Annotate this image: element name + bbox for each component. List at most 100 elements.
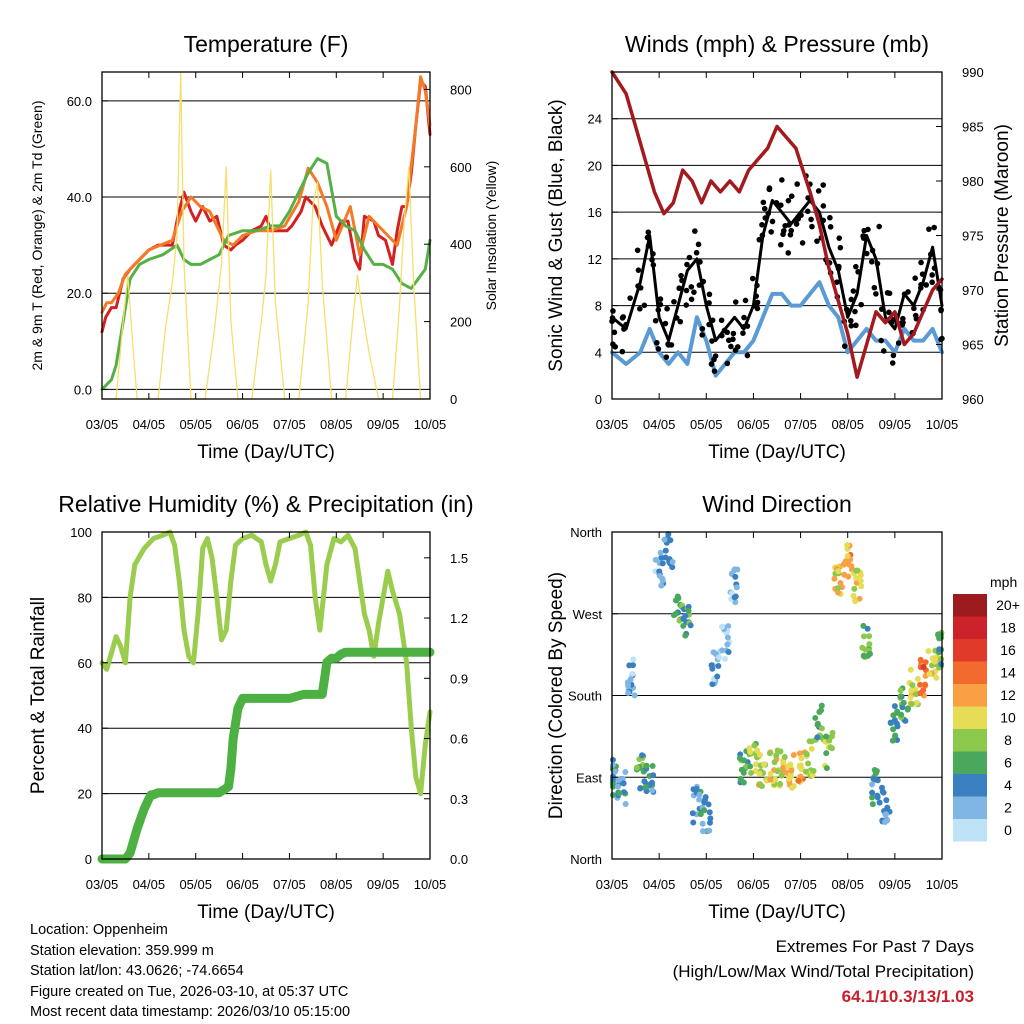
scatter-point	[767, 770, 774, 777]
scatter-point	[639, 752, 646, 759]
scatter-point	[738, 766, 745, 773]
y2-tick-label: 975	[962, 229, 984, 244]
gust-point	[793, 221, 800, 227]
scatter-point	[788, 773, 795, 780]
y-tick-label: 8	[595, 299, 602, 314]
gust-point	[744, 352, 751, 359]
scatter-point	[777, 780, 784, 787]
legend-label: 6	[1004, 755, 1012, 771]
gust-point	[929, 272, 935, 278]
scatter-point	[908, 700, 915, 707]
gust-point	[837, 244, 844, 251]
gust-point	[762, 215, 769, 221]
gust-point	[665, 341, 671, 347]
gust-point	[641, 302, 648, 309]
legend-title: mph	[990, 574, 1017, 590]
gust-point	[900, 315, 906, 322]
x-tick-label: 06/05	[226, 877, 259, 892]
gust-point	[878, 337, 885, 344]
scatter-point	[864, 625, 871, 632]
scatter-point	[751, 742, 758, 749]
legend-swatch	[953, 729, 987, 752]
legend-swatch	[953, 616, 987, 639]
scatter-point	[835, 589, 842, 596]
gust-point	[728, 343, 734, 350]
scatter-point	[920, 664, 927, 671]
scatter-point	[781, 754, 788, 761]
scatter-point	[879, 788, 886, 795]
scatter-point	[922, 681, 929, 688]
scatter-point	[860, 622, 867, 629]
scatter-point	[938, 631, 945, 638]
scatter-point	[891, 703, 898, 710]
gust-point	[931, 224, 938, 231]
gust-point	[653, 339, 660, 346]
y2-tick-label: 0.6	[450, 732, 468, 747]
y2-tick-label: 970	[962, 283, 984, 298]
gust-point	[719, 332, 725, 339]
scatter-point	[790, 752, 797, 759]
gust-point	[827, 214, 833, 221]
gust-point	[785, 250, 792, 256]
gust-point	[890, 352, 897, 359]
gust-point	[754, 299, 761, 306]
scatter-point	[706, 827, 713, 834]
scatter-point	[808, 745, 815, 752]
gust-point	[876, 223, 882, 230]
series-line	[101, 71, 431, 400]
gust-point	[683, 287, 690, 294]
scatter-point	[933, 674, 940, 681]
gust-point	[619, 348, 626, 355]
chart-title: Temperature (F)	[184, 31, 349, 57]
extremes-panel: Extremes For Past 7 Days (High/Low/Max W…	[673, 934, 974, 1009]
x-tick-label: 04/05	[133, 417, 166, 432]
gust-point	[740, 324, 747, 330]
x-tick-label: 08/05	[320, 417, 353, 432]
scatter-point	[818, 725, 825, 732]
scatter-point	[897, 693, 904, 700]
scatter-point	[657, 549, 664, 556]
gust-point	[691, 289, 697, 295]
gust-point	[881, 348, 887, 354]
gust-point	[663, 354, 670, 360]
gust-point	[868, 258, 875, 265]
scatter-point	[625, 682, 632, 689]
gust-point	[676, 285, 682, 292]
x-tick-label: 04/05	[643, 417, 676, 432]
gust-point	[931, 265, 938, 271]
gust-point	[778, 202, 784, 208]
gust-point	[871, 284, 878, 291]
scatter-point	[917, 656, 924, 663]
plot-frame	[101, 71, 431, 400]
scatter-point	[897, 687, 904, 694]
scatter-point	[892, 732, 899, 739]
scatter-point	[732, 573, 739, 580]
scatter-point	[925, 648, 932, 655]
scatter-point	[842, 558, 849, 565]
scatter-point	[753, 761, 760, 768]
gust-point	[848, 323, 855, 329]
gust-point	[895, 340, 902, 346]
y-tick-label: 0	[85, 852, 92, 867]
gust-point	[612, 343, 619, 350]
gust-point	[808, 216, 814, 223]
gust-point	[650, 262, 657, 268]
x-tick-label: 07/05	[273, 877, 306, 892]
scatter-point	[622, 800, 629, 807]
scatter-point	[869, 789, 876, 796]
y2-axis-label: Station Pressure (Maroon)	[992, 124, 1013, 347]
y2-tick-label: 0.0	[450, 852, 468, 867]
gust-point	[814, 238, 820, 244]
scatter-point	[810, 767, 817, 774]
x-tick-label: 10/05	[414, 877, 447, 892]
gust-point	[692, 228, 698, 234]
gust-point	[650, 251, 656, 257]
x-tick-label: 09/05	[367, 877, 400, 892]
gust-point	[841, 343, 848, 349]
chart-title: Relative Humidity (%) & Precipitation (i…	[58, 491, 473, 517]
scatter-point	[689, 810, 696, 817]
gust-point	[635, 283, 641, 289]
gust-point	[711, 356, 717, 363]
scatter-point	[662, 547, 669, 554]
